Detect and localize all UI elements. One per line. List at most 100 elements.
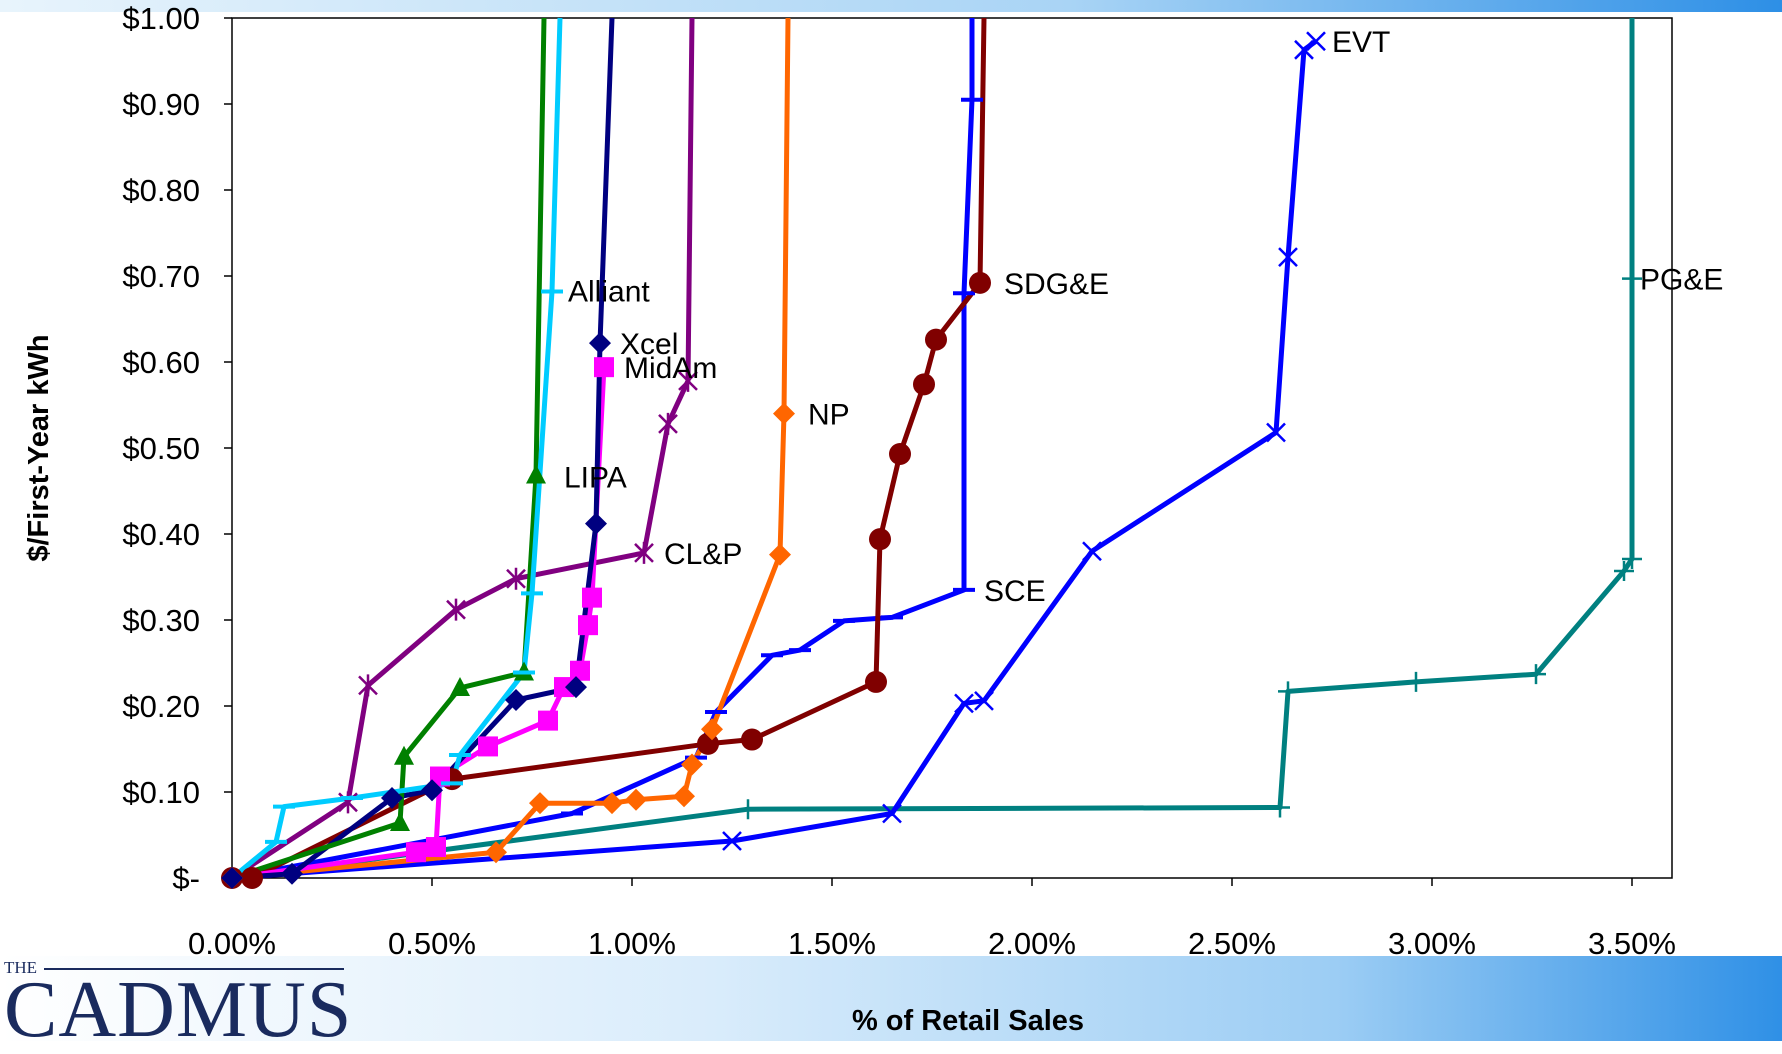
x-tick-label: 3.50% (1588, 926, 1676, 961)
y-tick-label: $0.10 (122, 775, 200, 810)
x-tick-label: 3.00% (1388, 926, 1476, 961)
pg-e-point (1622, 268, 1642, 289)
x-axis-title: % of Retail Sales (852, 1005, 1084, 1037)
cl-p-point (506, 567, 526, 590)
x-tick-label: 0.50% (388, 926, 476, 961)
logo-rule (44, 968, 344, 970)
y-axis-title: $/First-Year kWh (23, 334, 55, 561)
sdg-e-point (741, 728, 763, 751)
np-point (625, 788, 647, 811)
series-label: NP (808, 399, 850, 432)
midam-point (554, 677, 574, 698)
sdg-e-point (925, 328, 947, 351)
np-point (485, 841, 507, 864)
np-point (769, 543, 791, 566)
y-tick-label: $0.90 (122, 87, 200, 122)
evt-point (1266, 422, 1286, 443)
x-tick-label: 2.50% (1188, 926, 1276, 961)
pg-e-point (1614, 560, 1634, 581)
midam-point (578, 615, 598, 636)
series-label: SCE (984, 575, 1046, 608)
np-point (601, 792, 623, 815)
cadmus-logo: THE CADMUS (4, 952, 351, 1050)
x-tick-label: 1.00% (588, 926, 676, 961)
np-point (673, 785, 695, 808)
pg-e-point (1622, 548, 1642, 569)
xcel-point (381, 787, 403, 810)
series-line-sdg-e (232, 17, 987, 881)
sdg-e-point (969, 271, 991, 294)
evt-point (954, 693, 974, 714)
np-point (773, 402, 795, 425)
series-label: PG&E (1640, 264, 1723, 297)
np-point (681, 753, 703, 776)
pg-e-point (738, 799, 758, 820)
midam-point (538, 710, 558, 731)
x-tick-label: 2.00% (988, 926, 1076, 961)
xcel-point (221, 867, 243, 889)
pg-e-point (1278, 681, 1298, 702)
y-tick-label: $0.20 (122, 689, 200, 724)
pg-e-point (1526, 664, 1546, 685)
evt-point (722, 831, 742, 851)
y-tick-label: $0.50 (122, 431, 200, 466)
evt-point (882, 803, 902, 824)
pg-e-point (1406, 671, 1426, 692)
series-label: EVT (1332, 26, 1390, 59)
midam-point (406, 842, 426, 863)
evt-point (974, 690, 994, 711)
series-label: Alliant (568, 276, 650, 309)
xcel-point (505, 688, 527, 711)
sdg-e-point (869, 528, 891, 551)
y-tick-label: $0.60 (122, 345, 200, 380)
cl-p-point (678, 369, 698, 392)
x-tick-label: 1.50% (788, 926, 876, 961)
lipa-point (394, 745, 414, 765)
y-tick-label: $0.40 (122, 517, 200, 552)
cl-p-point (634, 541, 654, 564)
y-tick-label: $0.80 (122, 173, 200, 208)
midam-point (594, 357, 614, 378)
series-line-pg-e (231, 18, 1635, 881)
xcel-point (585, 512, 607, 535)
midam-point (478, 736, 498, 757)
evt-point (1306, 31, 1326, 52)
cl-p-point (658, 412, 678, 435)
midam-point (426, 837, 446, 858)
y-tick-label: $1.00 (122, 1, 200, 36)
y-tick-label: $0.30 (122, 603, 200, 638)
np-point (529, 792, 551, 815)
x-tick-label: 0.00% (188, 926, 276, 961)
plot-area (231, 17, 1673, 879)
evt-point (1294, 39, 1314, 60)
lipa-point (390, 811, 410, 831)
midam-point (570, 660, 590, 681)
sdg-e-point (241, 867, 263, 889)
xcel-point (589, 332, 611, 355)
sdg-e-point (889, 443, 911, 466)
bottom-gradient-band (0, 956, 1782, 1041)
midam-point (582, 587, 602, 608)
series-line-evt (231, 39, 1318, 881)
pg-e-point (1270, 797, 1290, 818)
sdg-e-point (913, 373, 935, 396)
evt-point (1082, 541, 1102, 562)
cl-p-point (358, 674, 378, 697)
logo-name-text: CADMUS (4, 966, 353, 1054)
series-label: Xcel (620, 328, 678, 361)
series-label: MidAm (624, 352, 717, 385)
series-line-sce (231, 18, 975, 881)
xcel-point (565, 676, 587, 699)
np-point (701, 718, 723, 741)
series-label: SDG&E (1004, 268, 1109, 301)
sdg-e-point (865, 670, 887, 693)
y-tick-label: $- (172, 861, 200, 896)
y-tick-label: $0.70 (122, 259, 200, 294)
evt-point (1278, 247, 1298, 267)
xcel-point (421, 779, 443, 802)
lipa-point (526, 464, 546, 484)
top-gradient-band (0, 0, 1782, 12)
series-label: CL&P (664, 538, 742, 571)
cl-p-point (446, 598, 466, 621)
lipa-point (450, 676, 470, 696)
